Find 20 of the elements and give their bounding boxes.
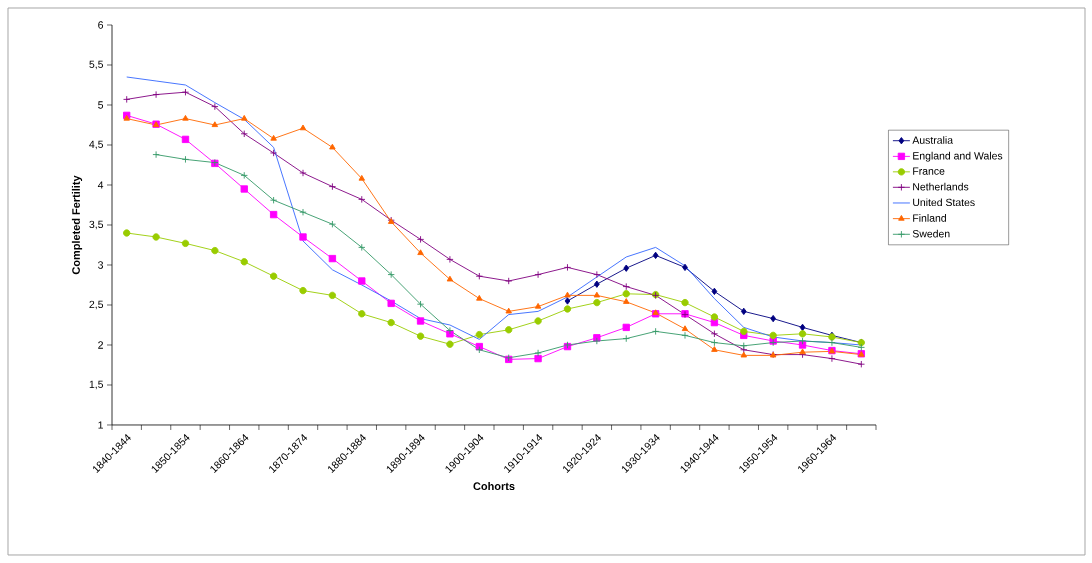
y-tick-label: 2,5 <box>89 300 104 310</box>
y-tick-label: 1,5 <box>89 380 104 390</box>
y-tick-label: 5 <box>98 101 104 109</box>
y-tick-label: 4,5 <box>89 140 104 150</box>
y-axis-title: Completed Fertility <box>71 175 83 275</box>
legend-label: Netherlands <box>913 182 969 191</box>
y-tick-label: 3,5 <box>89 220 104 230</box>
x-axis-title: Cohorts <box>473 482 515 491</box>
y-tick-label: 3 <box>98 261 104 269</box>
y-tick-label: 1 <box>98 421 103 429</box>
y-tick-label: 2 <box>98 341 103 349</box>
y-tick-label: 6 <box>98 21 104 29</box>
legend-label: France <box>913 167 945 175</box>
y-tick-label: 5,5 <box>89 60 104 70</box>
legend-label: Finland <box>913 214 946 222</box>
legend-label: Sweden <box>912 229 950 238</box>
legend-label: Australia <box>912 136 954 144</box>
y-tick-label: 4 <box>97 181 104 189</box>
legend-label: United States <box>913 198 975 207</box>
legend-label: England and Wales <box>913 151 1003 162</box>
